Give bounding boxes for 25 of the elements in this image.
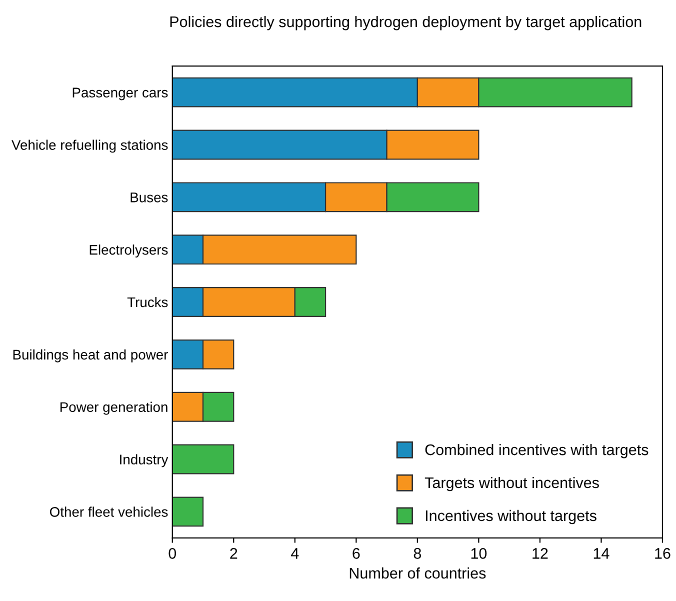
chart-title: Policies directly supporting hydrogen deployment by target application xyxy=(170,16,642,30)
x-tick-label: 10 xyxy=(471,548,487,559)
y-tick-label: Other fleet vehicles xyxy=(50,506,168,517)
x-tick-label: 14 xyxy=(594,548,610,559)
x-tick-label: 8 xyxy=(414,548,422,559)
y-tick-label: Vehicle refuelling stations xyxy=(12,140,168,153)
legend-label: Incentives without targets xyxy=(426,510,596,524)
y-tick-label: Buses xyxy=(130,192,168,202)
bar xyxy=(172,496,204,527)
bar xyxy=(172,444,234,474)
y-tick-label: Industry xyxy=(120,454,168,468)
y-tick-label: Buildings heat and power xyxy=(13,349,168,362)
x-tick-label: 0 xyxy=(168,548,176,559)
x-tick-label: 12 xyxy=(532,548,548,559)
y-tick-label: Power generation xyxy=(60,402,168,415)
y-tick-label: Passenger cars xyxy=(72,88,168,100)
legend-label: Combined incentives with targets xyxy=(425,444,648,458)
x-tick-label: 4 xyxy=(291,548,299,559)
legend-label: Targets without incentives xyxy=(424,476,599,492)
x-tick-label: 2 xyxy=(230,548,238,559)
y-tick-label: Trucks xyxy=(127,296,168,308)
x-axis-title: Number of countries xyxy=(350,567,486,579)
x-tick-label: 6 xyxy=(352,548,360,559)
y-tick-label: Electrolysers xyxy=(90,244,168,258)
x-tick-label: 16 xyxy=(655,548,670,559)
